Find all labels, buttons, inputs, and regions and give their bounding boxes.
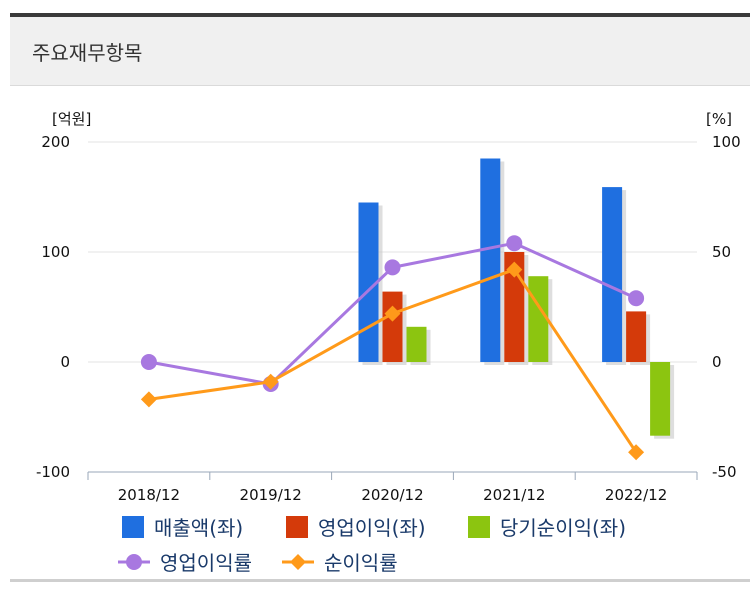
legend-marker: [290, 554, 306, 570]
bar: [406, 326, 427, 362]
bar: [626, 311, 647, 362]
y-left-tick-label: -100: [36, 463, 70, 481]
bar: [358, 202, 379, 362]
legend-marker: [126, 554, 142, 570]
x-tick-label: 2018/12: [118, 486, 180, 504]
point-marker: [140, 354, 157, 370]
point-marker: [628, 290, 645, 307]
lines: [140, 235, 645, 461]
bars: [358, 158, 675, 439]
y-right-unit: [%]: [706, 110, 732, 128]
y-right-tick-label: 50: [712, 243, 731, 261]
panel-title: 주요재무항목: [32, 41, 143, 65]
bar: [650, 362, 671, 436]
legend-swatch: [468, 516, 490, 538]
point-marker: [628, 444, 645, 461]
legend-label: 매출액(좌): [154, 516, 243, 540]
axes: 200 100 0 -100 100 50 0 -50 [억원] [%] 2018/12 2019/1…: [36, 110, 741, 504]
legend-label: 당기순이익(좌): [500, 516, 626, 540]
point-marker: [506, 235, 523, 252]
bar: [382, 291, 403, 362]
point-marker: [384, 305, 401, 322]
y-right-tick-label: 100: [712, 133, 741, 151]
legend-swatch: [122, 516, 144, 538]
x-tick-label: 2019/12: [240, 486, 302, 504]
panel-header: 주요재무항목: [10, 17, 750, 86]
legend-label: 순이익률: [324, 551, 398, 575]
bar: [602, 187, 623, 362]
legend: 매출액(좌) 영업이익(좌) 당기순이익(좌) 영업이익률 순이익률: [118, 516, 626, 575]
legend-swatch: [286, 516, 308, 538]
top-rule: [10, 13, 750, 17]
y-left-tick-label: 100: [41, 243, 70, 261]
point-marker: [384, 259, 401, 276]
y-right-tick-label: -50: [712, 463, 737, 481]
point-marker: [140, 391, 157, 408]
y-left-tick-label: 200: [41, 133, 70, 151]
x-tick-label: 2022/12: [605, 486, 667, 504]
point-marker: [506, 261, 523, 278]
x-tick-label: 2021/12: [483, 486, 545, 504]
y-right-tick-label: 0: [712, 353, 722, 371]
legend-label: 영업이익(좌): [318, 516, 426, 540]
point-marker: [262, 373, 279, 390]
y-left-tick-label: 0: [60, 353, 70, 371]
y-left-unit: [억원]: [52, 110, 91, 128]
x-tick-label: 2020/12: [361, 486, 423, 504]
bar: [528, 276, 549, 362]
legend-label: 영업이익률: [160, 551, 252, 575]
bottom-rule: [10, 579, 750, 582]
bar: [480, 158, 501, 362]
